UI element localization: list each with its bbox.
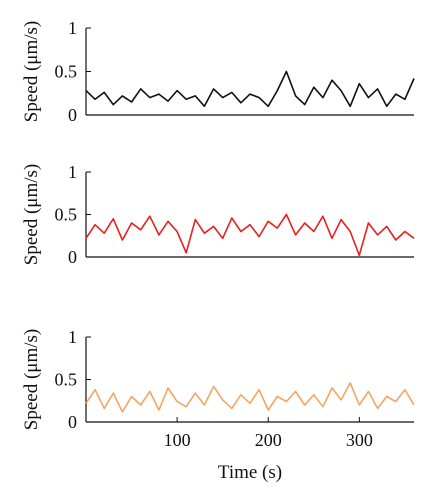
panel-1: 0 0.5 1 Speed (μm/s) [21, 18, 415, 125]
y-tick-label: 1 [68, 162, 77, 182]
panel-2: 0 0.5 1 Speed (μm/s) [21, 162, 415, 267]
series-line [85, 382, 415, 413]
y-tick-label: 0.5 [55, 205, 78, 225]
y-tick-label: 0.5 [55, 62, 78, 82]
x-tick-label: 200 [255, 430, 282, 450]
y-tick-label: 0.5 [55, 370, 78, 390]
x-axis-label: Time (s) [218, 462, 282, 483]
x-tick-label: 300 [346, 430, 373, 450]
y-tick-label: 0 [68, 247, 77, 267]
series-line [85, 70, 415, 108]
y-tick-label: 0 [68, 412, 77, 432]
y-tick-label: 1 [68, 327, 77, 347]
y-axis-label: Speed (μm/s) [21, 164, 42, 265]
panel-3: 0 0.5 1 100 200 300 Speed (μm/s) Time (s) [21, 327, 415, 483]
y-tick-label: 1 [68, 18, 77, 38]
series-line [85, 213, 415, 257]
y-axis-label: Speed (μm/s) [21, 329, 42, 430]
y-tick-label: 0 [68, 105, 77, 125]
y-axis-label: Speed (μm/s) [21, 21, 42, 122]
x-tick-label: 100 [164, 430, 191, 450]
